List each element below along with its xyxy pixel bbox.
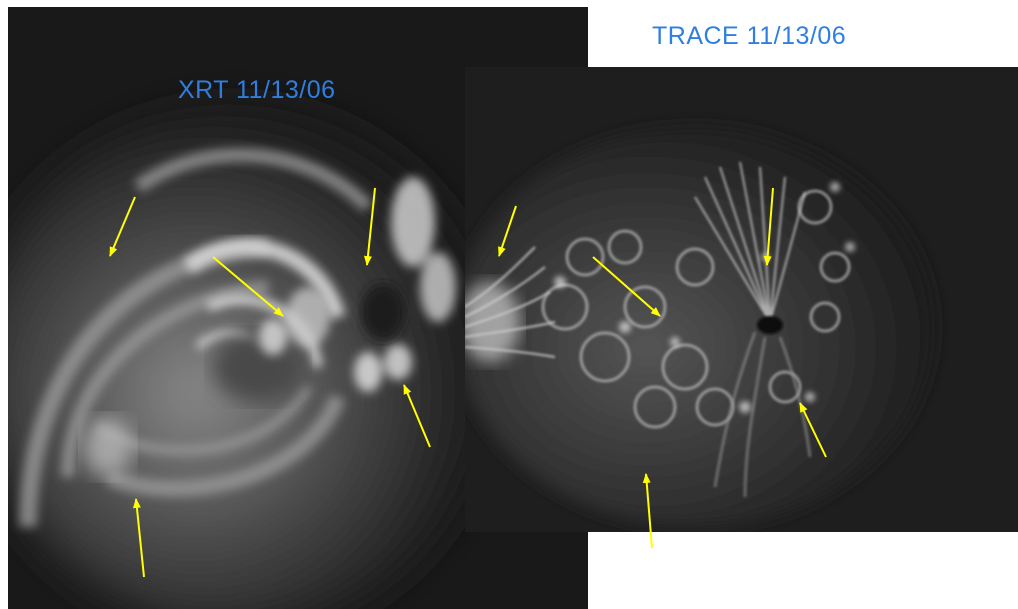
xrt-arrow-5	[132, 498, 145, 578]
trace-arrow-5	[642, 473, 653, 549]
trace-arrow-2	[592, 256, 661, 317]
xrt-arrow-4	[403, 384, 431, 448]
trace-arrow-1	[498, 205, 517, 257]
trace-label: TRACE 11/13/06	[652, 22, 847, 50]
trace-solar-image	[465, 67, 1018, 532]
xrt-label: XRT 11/13/06	[178, 76, 336, 104]
xrt-arrow-3	[363, 187, 376, 266]
trace-image-panel	[465, 67, 1018, 532]
xrt-arrow-2	[212, 256, 284, 317]
trace-arrow-4	[799, 402, 827, 458]
trace-arrow-3	[763, 187, 774, 266]
xrt-arrow-1	[109, 196, 136, 257]
